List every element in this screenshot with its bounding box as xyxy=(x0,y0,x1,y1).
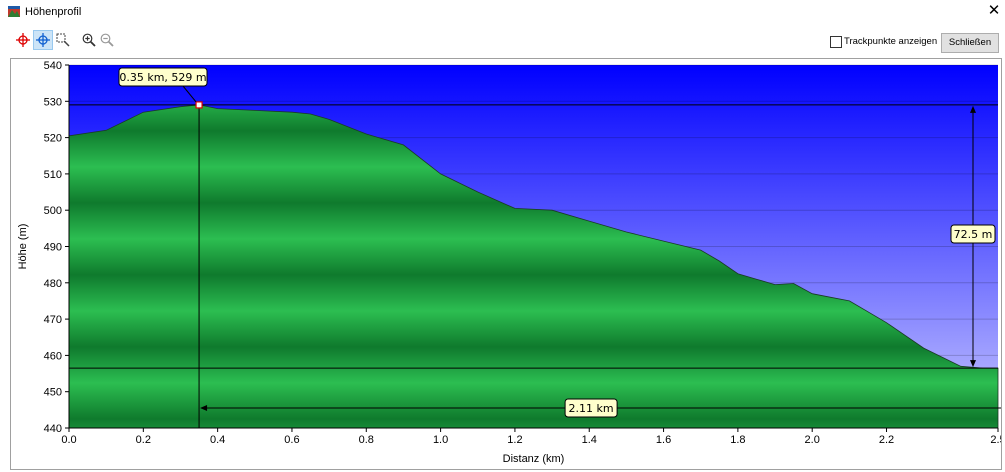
x-tick-label-0.8: 0.8 xyxy=(359,434,374,446)
trackpoints-checkbox-box[interactable] xyxy=(830,36,842,48)
x-axis-ticks: 0.0 0.2 0.4 0.6 0.8 1.0 1.2 1.4 1.6 1.8 2.0 2.2 2.5 xyxy=(61,427,1001,446)
y-tick-label-510: 510 xyxy=(44,169,62,181)
y-tick-label-530: 530 xyxy=(44,96,62,108)
y-axis-title: Höhe (m) xyxy=(17,224,29,270)
elevation-chart-svg[interactable]: 0.35 km, 529 m 72.5 m 2.11 km 540 530 520 510… xyxy=(11,59,1001,469)
distance-callout-label: 2.11 km xyxy=(569,402,614,415)
peak-marker-point xyxy=(195,101,203,109)
window-close-icon[interactable]: ✕ xyxy=(987,2,1001,19)
window-title: Höhenprofil xyxy=(25,6,82,18)
terrain-area xyxy=(68,104,999,429)
x-tick-label-1.4: 1.4 xyxy=(582,434,597,446)
trackpoints-label: Trackpunkte anzeigen xyxy=(844,36,938,47)
distance-arrow-left xyxy=(200,405,208,411)
toolbar xyxy=(0,28,1005,56)
elevation-chart[interactable]: 0.35 km, 529 m 72.5 m 2.11 km 540 530 520 510… xyxy=(10,58,1002,470)
y-tick-label-500: 500 xyxy=(44,205,62,217)
y-tick-label-490: 490 xyxy=(44,242,62,254)
distance-callout: 2.11 km xyxy=(564,398,618,418)
trackpoints-checkbox[interactable]: Trackpunkte anzeigen xyxy=(830,36,937,50)
x-tick-label-2.5: 2.5 xyxy=(990,434,1001,446)
title-bar: Höhenprofil ✕ xyxy=(0,0,1005,24)
x-tick-label-2.0: 2.0 xyxy=(805,434,820,446)
x-tick-label-0.0: 0.0 xyxy=(61,434,76,446)
distance-callout-box xyxy=(564,398,618,418)
zoom-out-icon[interactable] xyxy=(98,31,116,49)
y-tick-label-440: 440 xyxy=(44,423,62,435)
y-tick-label-460: 460 xyxy=(44,350,62,362)
y-tick-label-480: 480 xyxy=(44,278,62,290)
x-tick-label-0.2: 0.2 xyxy=(136,434,151,446)
x-tick-label-0.4: 0.4 xyxy=(210,434,225,446)
height-callout: 72.5 m xyxy=(950,224,996,244)
x-tick-label-1.2: 1.2 xyxy=(507,434,522,446)
height-arrow-top xyxy=(970,105,976,113)
crosshair-red-icon[interactable] xyxy=(14,31,32,49)
y-tick-label-450: 450 xyxy=(44,387,62,399)
y-tick-label-540: 540 xyxy=(44,60,62,72)
x-tick-label-1.0: 1.0 xyxy=(433,434,448,446)
y-tick-label-470: 470 xyxy=(44,314,62,326)
peak-callout-box xyxy=(118,67,208,87)
peak-callout: 0.35 km, 529 m xyxy=(118,67,208,87)
x-tick-label-1.6: 1.6 xyxy=(656,434,671,446)
x-axis-title: Distanz (km) xyxy=(503,453,565,465)
y-axis-ticks: 540 530 520 510 500 490 480 470 460 450 440 xyxy=(44,60,70,435)
height-callout-label: 72.5 m xyxy=(954,228,993,241)
annotations: 0.35 km, 529 m 72.5 m 2.11 km xyxy=(69,67,1001,428)
y-tick-label-520: 520 xyxy=(44,133,62,145)
close-button[interactable]: Schließen xyxy=(941,33,999,53)
app-icon xyxy=(8,6,20,17)
x-tick-label-2.2: 2.2 xyxy=(879,434,894,446)
height-callout-box xyxy=(950,224,996,244)
crosshair-blue-icon[interactable] xyxy=(33,30,53,50)
height-arrow-bottom xyxy=(970,360,976,368)
zoom-in-icon[interactable] xyxy=(80,31,98,49)
zoom-box-icon[interactable] xyxy=(54,31,72,49)
x-tick-label-0.6: 0.6 xyxy=(284,434,299,446)
peak-callout-pointer xyxy=(182,85,197,103)
x-tick-label-1.8: 1.8 xyxy=(730,434,745,446)
peak-callout-label: 0.35 km, 529 m xyxy=(119,71,206,84)
